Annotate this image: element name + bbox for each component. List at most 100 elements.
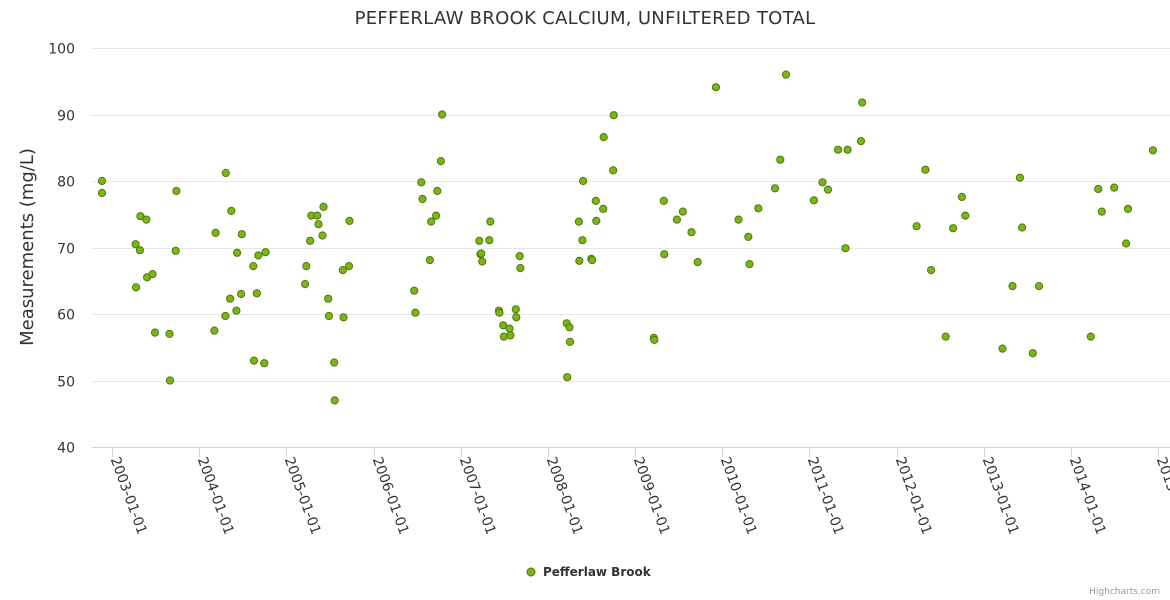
data-point[interactable] (418, 194, 427, 204)
data-point[interactable] (433, 186, 442, 196)
data-point[interactable] (781, 70, 791, 79)
data-point[interactable] (148, 270, 157, 279)
data-point[interactable] (512, 313, 521, 322)
data-point[interactable] (660, 250, 669, 259)
data-point[interactable] (330, 396, 339, 405)
data-point[interactable] (575, 256, 584, 265)
data-point[interactable] (249, 356, 259, 365)
data-point[interactable] (609, 166, 618, 175)
data-point[interactable] (306, 236, 315, 245)
data-point[interactable] (252, 289, 261, 298)
credits-link[interactable]: Highcharts.com (1089, 587, 1160, 597)
data-point[interactable] (210, 326, 219, 335)
data-point[interactable] (330, 358, 339, 367)
data-point[interactable] (941, 332, 950, 341)
data-point[interactable] (565, 323, 574, 332)
data-point[interactable] (237, 289, 246, 299)
data-point[interactable] (254, 251, 263, 260)
data-point[interactable] (142, 215, 151, 224)
data-point[interactable] (672, 215, 682, 224)
data-point[interactable] (745, 260, 754, 269)
data-point[interactable] (237, 230, 246, 239)
data-point[interactable] (843, 145, 852, 154)
data-point[interactable] (1122, 239, 1131, 248)
data-point[interactable] (1018, 223, 1027, 232)
data-point[interactable] (563, 373, 572, 382)
data-point[interactable] (499, 321, 508, 330)
data-point[interactable] (425, 256, 434, 265)
data-point[interactable] (417, 178, 426, 187)
data-point[interactable] (711, 83, 721, 92)
data-point[interactable] (998, 344, 1007, 353)
data-point[interactable] (1034, 282, 1044, 291)
data-point[interactable] (912, 222, 921, 231)
data-point[interactable] (226, 294, 235, 303)
data-point[interactable] (432, 211, 441, 220)
data-point[interactable] (516, 264, 525, 273)
data-point[interactable] (314, 220, 323, 229)
data-point[interactable] (324, 294, 333, 303)
data-point[interactable] (599, 133, 608, 142)
data-point[interactable] (650, 335, 659, 344)
data-point[interactable] (485, 236, 494, 245)
data-point[interactable] (856, 137, 866, 146)
data-point[interactable] (410, 286, 419, 295)
data-point[interactable] (744, 232, 753, 241)
data-point[interactable] (957, 192, 967, 202)
data-point[interactable] (338, 266, 347, 275)
data-point[interactable] (841, 244, 850, 253)
data-point[interactable] (301, 280, 310, 289)
data-point[interactable] (515, 252, 524, 261)
data-point[interactable] (1028, 349, 1037, 358)
data-point[interactable] (427, 217, 436, 226)
data-point[interactable] (591, 196, 600, 205)
data-point[interactable] (659, 196, 668, 205)
data-point[interactable] (411, 308, 420, 317)
data-point[interactable] (574, 217, 584, 226)
data-point[interactable] (232, 306, 241, 315)
data-point[interactable] (221, 311, 230, 321)
data-point[interactable] (858, 98, 867, 107)
data-point[interactable] (770, 184, 780, 193)
data-point[interactable] (1086, 332, 1095, 341)
data-point[interactable] (599, 204, 608, 213)
data-point[interactable] (171, 246, 180, 255)
data-point[interactable] (506, 331, 515, 340)
data-point[interactable] (1123, 204, 1133, 213)
data-point[interactable] (927, 266, 936, 275)
data-point[interactable] (438, 110, 447, 119)
data-point[interactable] (776, 155, 785, 164)
data-point[interactable] (1094, 184, 1103, 194)
legend[interactable]: Pefferlaw Brook (526, 565, 652, 579)
data-point[interactable] (687, 228, 696, 237)
data-point[interactable] (132, 283, 141, 292)
data-point[interactable] (565, 337, 575, 346)
data-point[interactable] (505, 324, 514, 333)
data-point[interactable] (318, 231, 327, 240)
data-point[interactable] (302, 262, 311, 271)
data-point[interactable] (131, 240, 140, 249)
data-point[interactable] (495, 308, 504, 317)
data-point[interactable] (578, 236, 587, 245)
data-point[interactable] (1097, 207, 1106, 216)
data-point[interactable] (261, 248, 270, 257)
data-point[interactable] (478, 257, 487, 266)
data-point[interactable] (260, 359, 269, 368)
data-point[interactable] (734, 215, 743, 224)
data-point[interactable] (324, 311, 334, 321)
data-point[interactable] (136, 212, 145, 221)
data-point[interactable] (313, 211, 322, 220)
data-point[interactable] (97, 176, 107, 186)
data-point[interactable] (339, 313, 348, 322)
data-point[interactable] (609, 111, 618, 120)
data-point[interactable] (823, 185, 833, 194)
data-point[interactable] (221, 168, 230, 178)
data-point[interactable] (97, 188, 107, 198)
data-point[interactable] (249, 262, 258, 271)
data-point[interactable] (150, 328, 160, 337)
data-point[interactable] (477, 249, 486, 258)
data-point[interactable] (511, 305, 520, 314)
data-point[interactable] (345, 216, 354, 225)
data-point[interactable] (499, 332, 508, 341)
data-point[interactable] (475, 236, 484, 245)
